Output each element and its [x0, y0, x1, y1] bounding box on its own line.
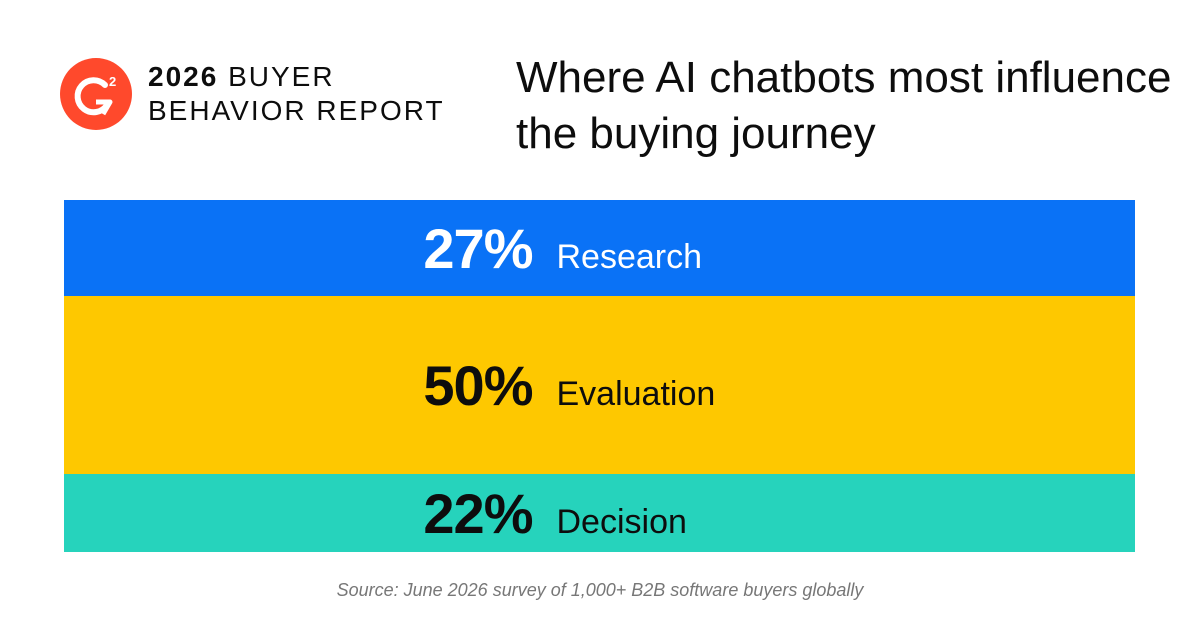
band-research: 27% Research: [64, 200, 1135, 296]
band-label-group: 50% Evaluation: [413, 353, 747, 418]
band-category-label: Decision: [556, 502, 687, 541]
band-value-label: 50%: [423, 353, 533, 417]
report-title-word: BUYER: [228, 61, 335, 92]
chart-headline: Where AI chatbots most influence the buy…: [516, 53, 1172, 158]
report-title: 2026 BUYER BEHAVIOR REPORT: [148, 60, 445, 128]
report-title-line1: 2026 BUYER: [148, 60, 445, 94]
logo-superscript: 2: [109, 74, 116, 89]
g2-logo-icon: 2: [60, 58, 132, 130]
report-year: 2026: [148, 61, 219, 92]
band-category-label: Research: [556, 237, 703, 276]
band-decision: 22% Decision: [64, 474, 1135, 552]
band-value-label: 27%: [423, 216, 533, 280]
band-evaluation: 50% Evaluation: [64, 296, 1135, 474]
band-value-label: 22%: [423, 481, 533, 545]
band-label-group: 22% Decision: [413, 481, 747, 546]
source-note: Source: June 2026 survey of 1,000+ B2B s…: [336, 580, 864, 600]
g2-logo-mark: 2: [74, 74, 116, 116]
band-category-label: Evaluation: [556, 374, 716, 413]
stacked-band-chart: 27% Research 50% Evaluation 22% Decision: [64, 200, 1135, 552]
report-logo: 2 2026 BUYER BEHAVIOR REPORT: [60, 58, 445, 130]
band-label-group: 27% Research: [413, 216, 747, 281]
report-title-line2: BEHAVIOR REPORT: [148, 95, 445, 126]
